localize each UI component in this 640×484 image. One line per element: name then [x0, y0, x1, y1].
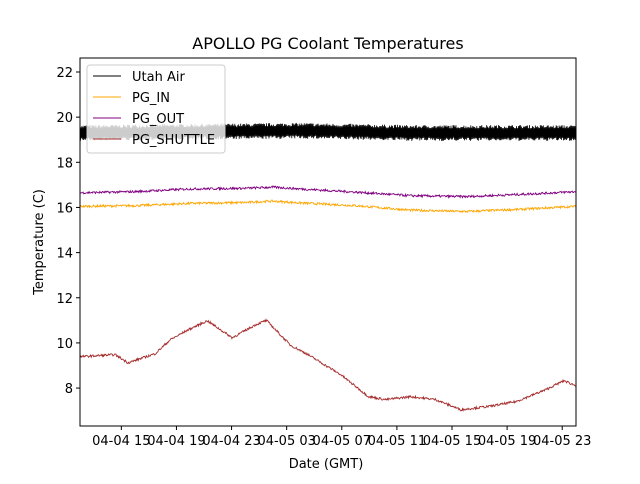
x-tick-label: 04-05 15 [423, 434, 481, 449]
legend-label: PG_SHUTTLE [132, 133, 215, 148]
y-tick-label: 14 [56, 247, 73, 262]
y-axis: 8 10 12 14 16 18 20 22 [56, 66, 80, 397]
y-tick-label: 16 [56, 201, 73, 216]
legend: Utah Air PG_IN PG_OUT PG_SHUTTLE [86, 64, 226, 154]
x-tick-label: 04-04 15 [92, 434, 150, 449]
legend-label: PG_OUT [132, 112, 184, 127]
x-tick-label: 04-05 03 [257, 434, 315, 449]
x-tick-label: 04-05 07 [313, 434, 371, 449]
legend-label: PG_IN [132, 91, 170, 106]
series-line-pg-shuttle [79, 318, 577, 412]
y-tick-label: 20 [56, 111, 73, 126]
legend-label: Utah Air [132, 70, 185, 85]
axes-frame [79, 57, 577, 427]
x-tick-label: 04-05 11 [368, 434, 426, 449]
x-tick-label: 04-05 23 [533, 434, 591, 449]
y-tick-label: 8 [65, 382, 73, 397]
x-tick-label: 04-04 23 [202, 434, 260, 449]
y-tick-label: 10 [56, 337, 73, 352]
series-line-pg-out [79, 185, 577, 199]
chart-title: APOLLO PG Coolant Temperatures [192, 34, 463, 53]
legend-box [86, 64, 226, 154]
y-tick-label: 18 [56, 156, 73, 171]
y-tick-label: 12 [56, 292, 73, 307]
series-line-pg-in [79, 199, 577, 214]
y-axis-label: Temperature (C) [32, 189, 47, 296]
x-axis-label: Date (GMT) [289, 457, 364, 472]
x-tick-label: 04-05 19 [478, 434, 536, 449]
y-tick-label: 22 [56, 66, 73, 81]
x-tick-label: 04-04 19 [147, 434, 205, 449]
